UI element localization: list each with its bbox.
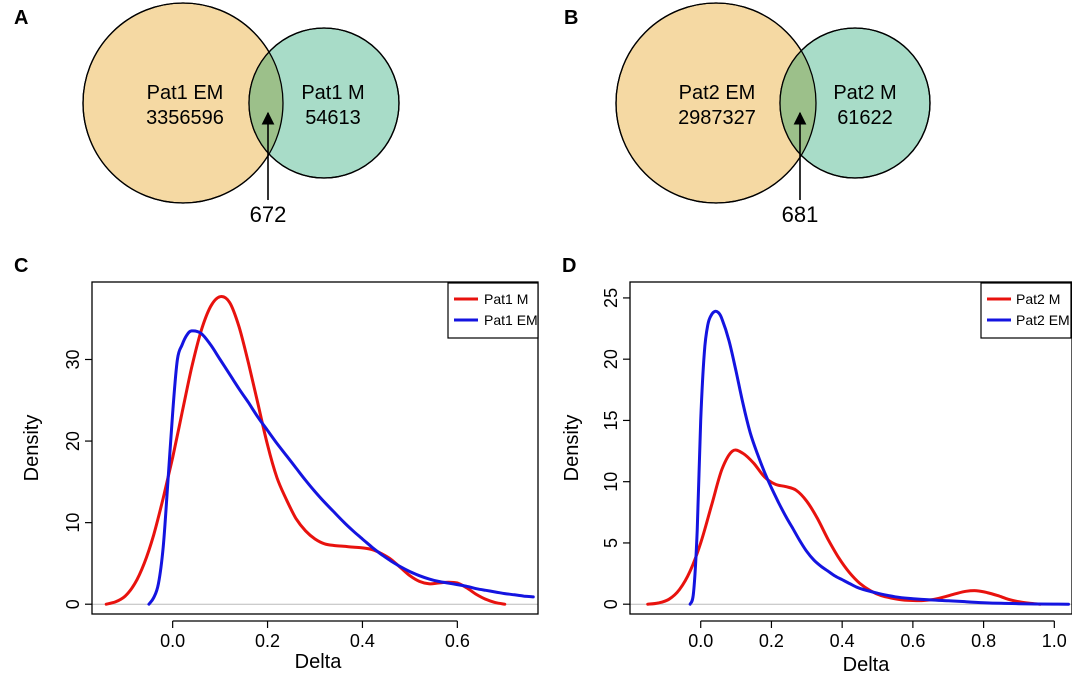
y-tick-label: 0 <box>601 599 621 609</box>
x-tick-label: 0.4 <box>830 631 855 651</box>
venn-right-outline <box>779 27 931 179</box>
y-axis-label: Density <box>21 415 43 482</box>
series-line-pat2-m <box>646 448 1042 606</box>
x-tick-label: 0.6 <box>900 631 925 651</box>
series-line-pat1-em <box>147 329 535 606</box>
venn-a: A Pat1 EM 3356596 Pat1 M 54613 672 <box>14 2 400 227</box>
venn-left-label: Pat2 EM <box>679 82 756 104</box>
venn-left-label: Pat1 EM <box>147 82 224 104</box>
x-tick-label: 0.4 <box>350 631 375 651</box>
panel-label-c: C <box>14 255 28 277</box>
y-axis-label: Density <box>561 415 583 482</box>
plot-frame <box>91 281 539 615</box>
x-axis: 0.0 0.2 0.4 0.6 0.8 1.0 <box>688 620 1067 651</box>
venn-overlap-count: 672 <box>250 202 287 227</box>
y-tick-label: 25 <box>601 288 621 308</box>
venn-left-outline <box>615 2 817 204</box>
panel-label-a: A <box>14 7 28 29</box>
legend-box <box>447 282 539 339</box>
venn-left-value: 3356596 <box>146 107 224 129</box>
density-chart-c: C 0 10 20 30 0.0 0.2 0.4 0.6 Delta Density Pat… <box>14 255 539 673</box>
venn-b: B Pat2 EM 2987327 Pat2 M 61622 681 <box>564 2 931 227</box>
y-tick-label: 0 <box>63 599 83 609</box>
x-axis-label: Delta <box>843 654 891 676</box>
x-tick-label: 0.0 <box>160 631 185 651</box>
y-tick-label: 10 <box>601 472 621 492</box>
x-tick-label: 0.0 <box>688 631 713 651</box>
y-axis: 0 10 20 30 <box>63 349 92 609</box>
legend: Pat2 M Pat2 EM <box>980 282 1072 339</box>
y-axis: 0 5 10 15 20 25 <box>601 288 630 609</box>
legend-label: Pat1 EM <box>484 312 538 328</box>
venn-right-value: 54613 <box>305 107 361 129</box>
x-tick-label: 1.0 <box>1042 631 1067 651</box>
legend: Pat1 M Pat1 EM <box>447 282 539 339</box>
plot-frame <box>629 281 1072 615</box>
series-group <box>104 295 535 606</box>
x-tick-label: 0.6 <box>445 631 470 651</box>
x-axis-label: Delta <box>295 651 343 673</box>
y-tick-label: 30 <box>63 349 83 369</box>
density-chart-d: D 0 5 10 15 20 25 0.0 0.2 0.4 0.6 0.8 1.0 Delta De… <box>561 255 1072 676</box>
legend-label: Pat2 EM <box>1016 312 1070 328</box>
venn-right-value: 61622 <box>837 107 893 129</box>
legend-label: Pat1 M <box>484 291 528 307</box>
venn-right-label: Pat1 M <box>301 82 364 104</box>
x-tick-label: 0.2 <box>759 631 784 651</box>
y-tick-label: 20 <box>601 349 621 369</box>
panel-label-b: B <box>564 7 578 29</box>
legend-label: Pat2 M <box>1016 291 1060 307</box>
y-tick-label: 15 <box>601 410 621 430</box>
series-group <box>646 309 1070 606</box>
venn-right-label: Pat2 M <box>833 82 896 104</box>
venn-right-outline <box>248 27 400 179</box>
x-tick-label: 0.2 <box>255 631 280 651</box>
y-tick-label: 10 <box>63 513 83 533</box>
venn-left-value: 2987327 <box>678 107 756 129</box>
venn-left-outline <box>82 2 284 204</box>
panel-label-d: D <box>562 255 576 277</box>
venn-overlap-count: 681 <box>782 202 819 227</box>
x-tick-label: 0.8 <box>971 631 996 651</box>
y-tick-label: 20 <box>63 431 83 451</box>
series-line-pat1-m <box>104 295 507 606</box>
legend-box <box>980 282 1072 339</box>
x-axis: 0.0 0.2 0.4 0.6 <box>160 620 470 651</box>
y-tick-label: 5 <box>601 538 621 548</box>
series-line-pat2-em <box>688 309 1070 606</box>
